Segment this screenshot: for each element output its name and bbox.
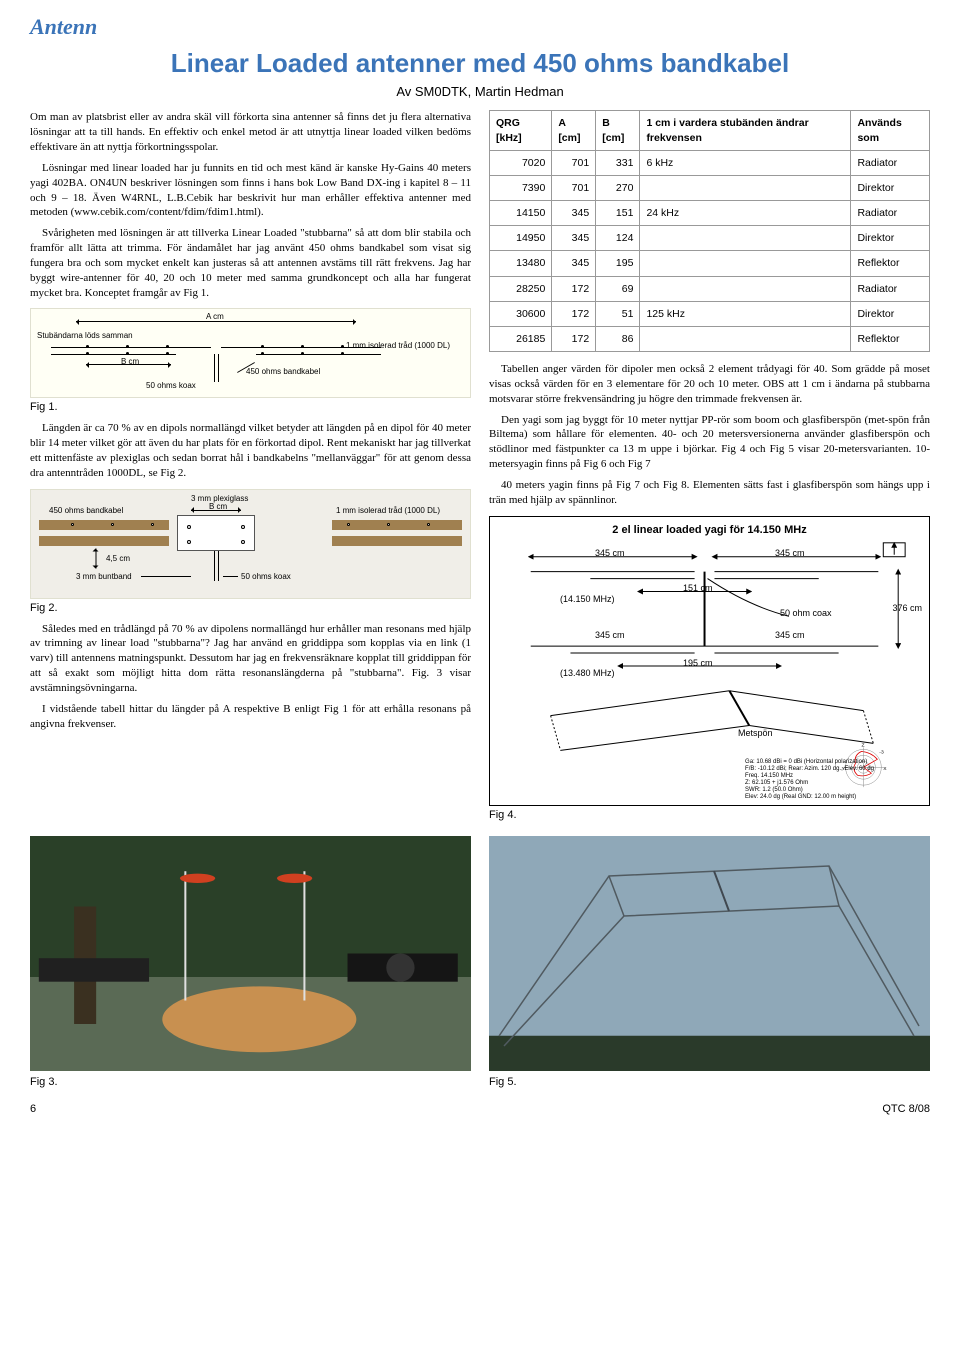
fig4-label: Fig 4.	[489, 808, 930, 823]
table-cell: 172	[552, 276, 596, 301]
table-row: 70207013316 kHzRadiator	[490, 150, 930, 175]
fig3-label: Fig 3.	[30, 1075, 471, 1090]
table-cell: Direktor	[851, 301, 930, 326]
table-header: QRG [kHz]	[490, 111, 552, 150]
svg-text:X: X	[883, 766, 887, 772]
table-cell: 69	[596, 276, 640, 301]
table-cell: 7020	[490, 150, 552, 175]
paragraph: Om man av platsbrist eller av andra skäl…	[30, 110, 471, 155]
paragraph: Längden är ca 70 % av en dipols normallä…	[30, 421, 471, 480]
table-cell: 6 kHz	[640, 150, 851, 175]
table-cell: 125 kHz	[640, 301, 851, 326]
table-cell: 24 kHz	[640, 201, 851, 226]
table-header: Används som	[851, 111, 930, 150]
table-cell: Radiator	[851, 276, 930, 301]
two-column-layout: Om man av platsbrist eller av andra skäl…	[30, 110, 930, 828]
table-cell: Reflektor	[851, 251, 930, 276]
table-cell: 701	[552, 150, 596, 175]
right-column: QRG [kHz]A [cm]B [cm]1 cm i vardera stub…	[489, 110, 930, 828]
table-cell: 124	[596, 226, 640, 251]
table-row: 1415034515124 kHzRadiator	[490, 201, 930, 226]
byline: Av SM0DTK, Martin Hedman	[30, 83, 930, 101]
issue-ref: QTC 8/08	[882, 1102, 930, 1117]
paragraph: Tabellen anger värden för dipoler men oc…	[489, 362, 930, 407]
table-cell: 30600	[490, 301, 552, 326]
table-cell: 345	[552, 226, 596, 251]
table-cell: 195	[596, 251, 640, 276]
table-cell: 345	[552, 201, 596, 226]
table-cell: 7390	[490, 175, 552, 200]
table-cell: 172	[552, 326, 596, 351]
paragraph: I vidstående tabell hittar du längder på…	[30, 702, 471, 732]
svg-text:-3: -3	[879, 749, 884, 755]
table-cell	[640, 175, 851, 200]
table-cell: 14950	[490, 226, 552, 251]
photo-row: Fig 3. Fig 5.	[30, 836, 930, 1096]
table-cell: 172	[552, 301, 596, 326]
table-cell	[640, 276, 851, 301]
table-cell: 13480	[490, 251, 552, 276]
fig2-label: Fig 2.	[30, 601, 471, 616]
table-cell	[640, 226, 851, 251]
table-cell: 270	[596, 175, 640, 200]
table-row: 7390701270 Direktor	[490, 175, 930, 200]
table-cell: Direktor	[851, 175, 930, 200]
fig5-photo	[489, 836, 930, 1071]
fig1-label: Fig 1.	[30, 400, 471, 415]
table-row: 14950345124 Direktor	[490, 226, 930, 251]
fig3-photo	[30, 836, 471, 1071]
table-cell: 26185	[490, 326, 552, 351]
table-row: 2618517286 Reflektor	[490, 326, 930, 351]
table-header: 1 cm i vardera stubänden ändrar frekvens…	[640, 111, 851, 150]
paragraph: Svårigheten med lösningen är att tillver…	[30, 226, 471, 300]
paragraph: Den yagi som jag byggt för 10 meter nytt…	[489, 413, 930, 472]
table-row: 13480345195 Reflektor	[490, 251, 930, 276]
table-header: B [cm]	[596, 111, 640, 150]
page-number: 6	[30, 1102, 36, 1117]
table-cell: 28250	[490, 276, 552, 301]
table-cell	[640, 326, 851, 351]
paragraph: Lösningar med linear loaded har ju funni…	[30, 161, 471, 220]
fig1-diagram: A cm Stubändarna löds samman B cm 1 mm i…	[30, 308, 471, 398]
table-cell: Direktor	[851, 226, 930, 251]
table-cell: Radiator	[851, 201, 930, 226]
table-row: 3060017251125 kHzDirektor	[490, 301, 930, 326]
paragraph: Således med en trådlängd på 70 % av dipo…	[30, 622, 471, 696]
table-cell: Reflektor	[851, 326, 930, 351]
table-header: A [cm]	[552, 111, 596, 150]
table-cell: 86	[596, 326, 640, 351]
table-cell: 345	[552, 251, 596, 276]
table-cell: 701	[552, 175, 596, 200]
paragraph: 40 meters yagin finns på Fig 7 och Fig 8…	[489, 478, 930, 508]
table-cell: 51	[596, 301, 640, 326]
fig4-diagram: 2 el linear loaded yagi för 14.150 MHz	[489, 516, 930, 806]
fig5-label: Fig 5.	[489, 1075, 930, 1090]
table-cell: Radiator	[851, 150, 930, 175]
page-footer: 6 QTC 8/08	[30, 1102, 930, 1117]
frequency-table: QRG [kHz]A [cm]B [cm]1 cm i vardera stub…	[489, 110, 930, 352]
table-row: 2825017269 Radiator	[490, 276, 930, 301]
left-column: Om man av platsbrist eller av andra skäl…	[30, 110, 471, 828]
table-cell: 151	[596, 201, 640, 226]
table-cell: 14150	[490, 201, 552, 226]
article-title: Linear Loaded antenner med 450 ohms band…	[30, 46, 930, 81]
fig2-diagram: 3 mm plexiglass 450 ohms bandkabel 1 mm …	[30, 489, 471, 599]
table-cell	[640, 251, 851, 276]
table-cell: 331	[596, 150, 640, 175]
section-heading: Antenn	[30, 12, 930, 42]
svg-text:Z: Z	[861, 742, 864, 748]
